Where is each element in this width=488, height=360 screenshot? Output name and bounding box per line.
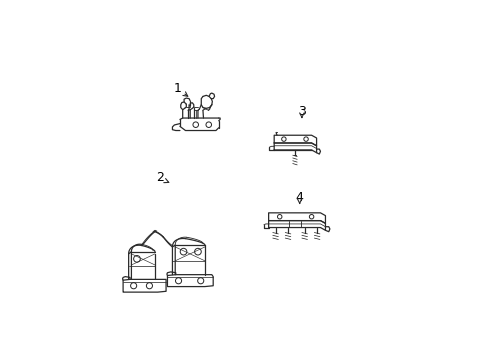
Text: 3: 3 [297,105,305,118]
Text: 1: 1 [173,82,181,95]
Text: 4: 4 [295,190,303,203]
Text: 2: 2 [156,171,164,184]
